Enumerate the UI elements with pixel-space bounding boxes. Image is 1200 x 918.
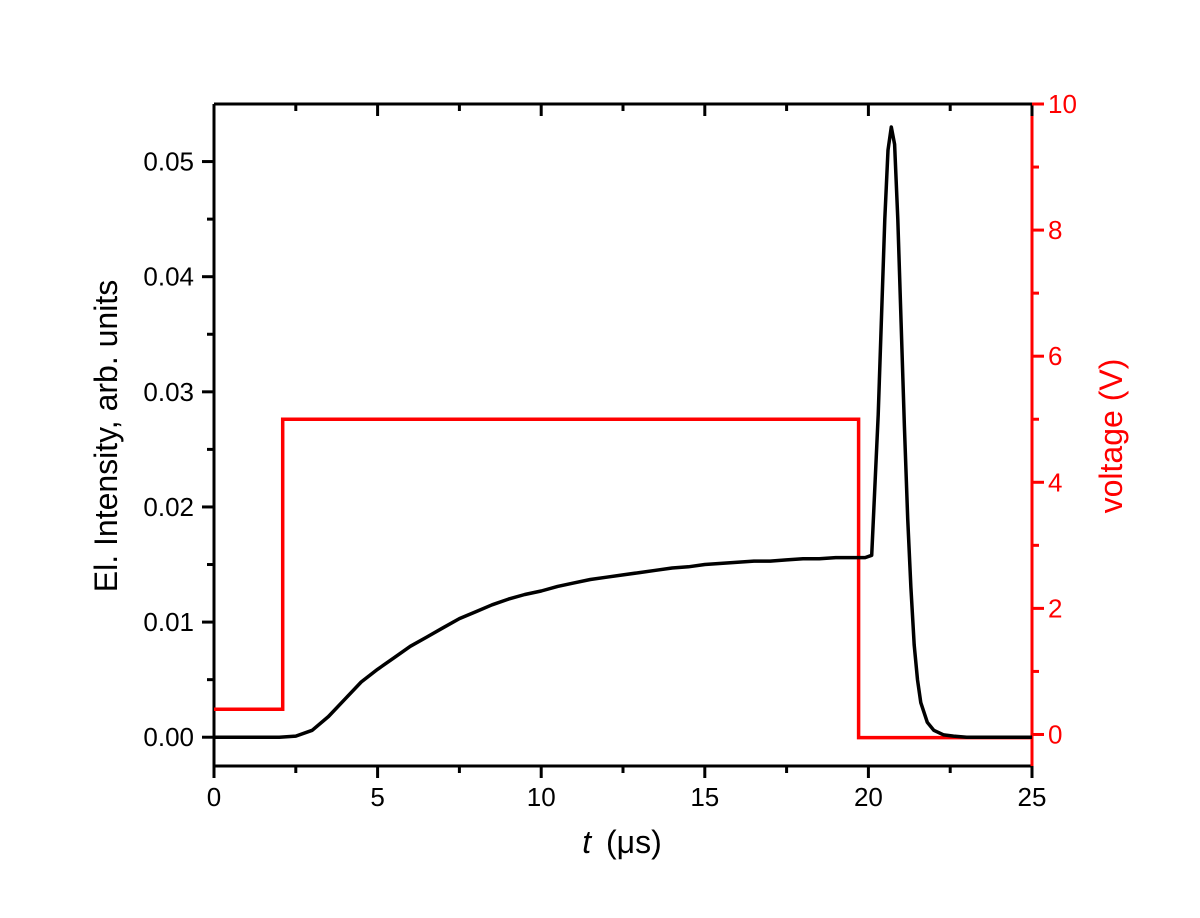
x-tick-label: 5	[370, 782, 384, 812]
voltage-series-line	[214, 417, 1032, 740]
x-tick-label: 25	[1018, 782, 1047, 812]
y-right-tick-label: 8	[1048, 215, 1062, 245]
y-right-tick-label: 4	[1048, 467, 1062, 497]
series-layer	[214, 125, 1032, 740]
y-left-axis-title: El. Intensity, arb. units	[88, 280, 124, 592]
y-left-tick-label: 0.00	[143, 722, 194, 752]
y-right-tick-label: 10	[1048, 89, 1077, 119]
x-tick-label: 20	[854, 782, 883, 812]
y-right-tick-label: 6	[1048, 341, 1062, 371]
x-axis-title-symbol: t	[582, 824, 592, 860]
x-tick-label: 15	[690, 782, 719, 812]
y-left-tick-label: 0.05	[143, 147, 194, 177]
x-axis-title-units: (μs)	[606, 824, 662, 860]
y-left-tick-label: 0.03	[143, 377, 194, 407]
y-right-ticks: 0 2 4 6 8 10	[1032, 89, 1077, 749]
y-left-tick-label: 0.02	[143, 492, 194, 522]
x-ticks: 0 5 10 15 20 25	[207, 104, 1047, 812]
y-right-tick-label: 2	[1048, 593, 1062, 623]
x-tick-label: 10	[527, 782, 556, 812]
y-right-axis-title: voltage (V)	[1093, 359, 1129, 514]
x-tick-label: 0	[207, 782, 221, 812]
y-left-tick-label: 0.01	[143, 607, 194, 637]
y-left-tick-label: 0.04	[143, 262, 194, 292]
y-right-tick-label: 0	[1048, 719, 1062, 749]
intensity-series-line	[214, 125, 1032, 739]
x-axis-title: t (μs)	[582, 824, 662, 860]
y-left-ticks: 0.00 0.01 0.02 0.03 0.04 0.05	[143, 147, 214, 752]
